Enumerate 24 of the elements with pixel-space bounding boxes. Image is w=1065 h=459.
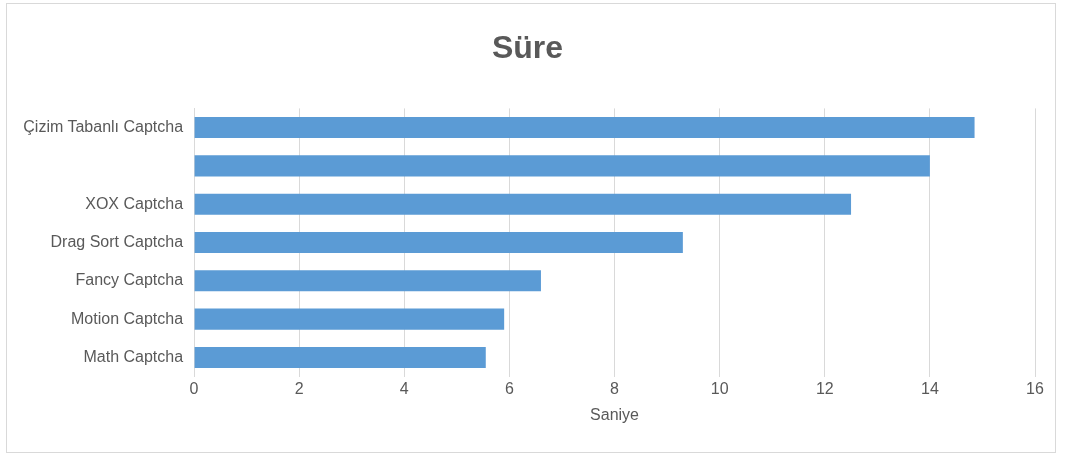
y-tick-label: Drag Sort Captcha xyxy=(50,232,184,250)
y-tick-label: Math Captcha xyxy=(83,347,184,365)
bar xyxy=(194,117,975,139)
bar xyxy=(194,308,505,330)
x-tick-label: 14 xyxy=(920,379,939,397)
x-tick-label: 0 xyxy=(189,379,199,397)
bar xyxy=(194,231,683,254)
bar xyxy=(194,346,486,368)
x-tick-label: 16 xyxy=(1026,379,1044,397)
x-tick-label: 2 xyxy=(294,379,304,397)
y-tick-label: XOX Captcha xyxy=(85,194,184,212)
y-tick-label: Motion Captcha xyxy=(71,309,184,327)
bar xyxy=(194,193,852,215)
x-tick-label: 8 xyxy=(610,379,620,397)
chart-title: Süre xyxy=(491,29,564,66)
x-tick-label: 6 xyxy=(504,379,514,397)
x-tick-label: 10 xyxy=(710,379,729,397)
x-axis-title: Saniye xyxy=(590,405,640,423)
bar xyxy=(194,155,930,177)
y-tick-label: Çizim Tabanlı Captcha xyxy=(23,117,184,135)
x-tick-label: 4 xyxy=(399,379,409,397)
x-tick-label: 12 xyxy=(815,379,834,397)
y-tick-label: Fancy Captcha xyxy=(75,271,184,289)
bar xyxy=(194,270,541,292)
